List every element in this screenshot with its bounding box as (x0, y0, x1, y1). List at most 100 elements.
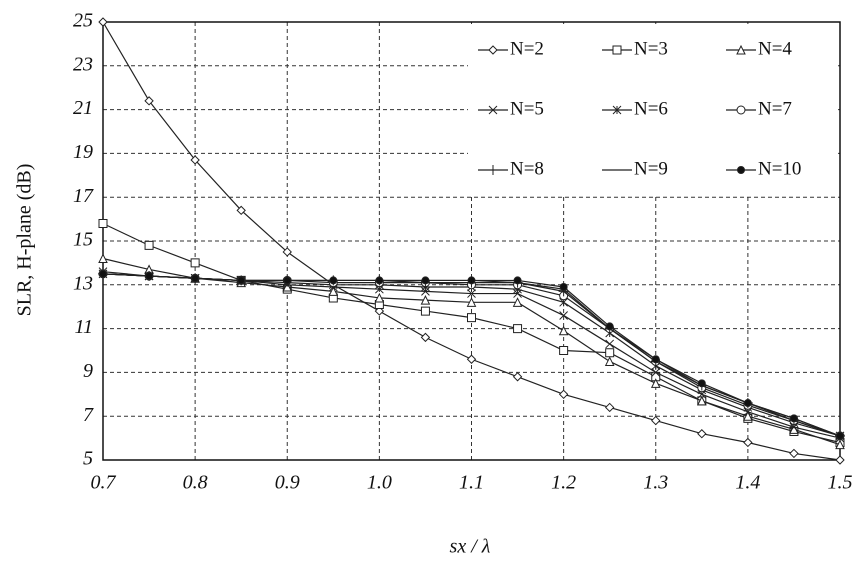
legend-item: N=4 (726, 38, 792, 59)
marker (650, 378, 661, 388)
marker (375, 276, 384, 285)
marker (328, 286, 339, 296)
plot-border (102, 21, 841, 461)
y-tick-label: 19 (73, 141, 93, 163)
marker (651, 368, 661, 377)
marker (743, 411, 753, 421)
y-tick-label: 9 (83, 360, 93, 382)
y-tick-label: 25 (73, 10, 93, 32)
marker (144, 240, 154, 250)
marker (512, 372, 523, 382)
marker (697, 379, 706, 388)
legend-label: N=2 (510, 38, 544, 59)
marker (605, 348, 615, 358)
marker (420, 332, 431, 343)
marker (466, 297, 477, 307)
marker (283, 276, 292, 285)
legend-label: N=4 (758, 38, 792, 59)
x-tick-label: 1.2 (551, 472, 576, 494)
legend-item: N=10 (726, 158, 801, 179)
marker (98, 17, 108, 27)
marker (190, 155, 200, 165)
marker (697, 429, 707, 439)
marker (467, 289, 476, 298)
marker (558, 389, 569, 400)
marker (191, 274, 200, 283)
marker (99, 269, 108, 278)
marker (513, 324, 523, 334)
x-tick-label: 1.3 (643, 472, 668, 494)
marker (697, 389, 707, 399)
legend-label: N=9 (634, 158, 668, 179)
y-tick-label: 15 (73, 229, 93, 251)
legend-marker (488, 45, 498, 55)
marker (651, 415, 661, 426)
legend-marker (737, 166, 746, 174)
x-tick-label: 1.1 (459, 472, 484, 494)
legend-item: N=3 (602, 38, 668, 59)
marker (421, 287, 430, 296)
y-tick-label: 5 (83, 448, 93, 470)
x-axis-label: sx / λ (450, 536, 491, 558)
legend-item: N=6 (602, 98, 668, 119)
legend-item: N=2 (478, 38, 544, 59)
marker (604, 356, 615, 366)
marker (559, 311, 568, 320)
marker (512, 297, 523, 307)
legend-item: N=8 (478, 158, 544, 179)
legend-marker (736, 44, 746, 55)
marker (98, 218, 108, 228)
marker (513, 276, 522, 285)
marker (236, 205, 246, 216)
y-tick-label: 17 (73, 185, 94, 207)
marker (421, 276, 430, 285)
marker (420, 295, 431, 305)
x-tick-label: 0.8 (183, 472, 208, 494)
marker (743, 407, 753, 417)
marker (789, 422, 799, 432)
marker (835, 455, 845, 465)
marker (743, 399, 752, 408)
legend-label: N=7 (758, 98, 792, 119)
legend-label: N=6 (634, 98, 668, 119)
marker (145, 272, 154, 281)
legend-item: N=7 (726, 98, 792, 119)
marker (559, 282, 568, 291)
marker (374, 306, 385, 316)
legend-marker (488, 105, 498, 115)
legend-label: N=3 (634, 38, 668, 59)
x-tick-label: 1.0 (367, 472, 392, 494)
y-tick-label: 21 (73, 97, 93, 119)
legend-box (468, 24, 838, 196)
marker (651, 355, 660, 364)
legend-marker (488, 165, 498, 175)
marker (282, 247, 292, 257)
x-tick-label: 1.4 (735, 472, 760, 494)
legend-marker (612, 105, 622, 115)
marker (329, 276, 338, 285)
marker (374, 292, 385, 303)
marker (467, 313, 476, 323)
marker (697, 395, 707, 406)
marker (789, 448, 799, 459)
y-tick-label: 7 (83, 404, 94, 426)
marker (375, 284, 384, 294)
marker (237, 276, 246, 285)
legend-marker (736, 105, 746, 115)
marker (835, 439, 845, 450)
marker (789, 414, 798, 423)
marker (466, 354, 477, 364)
marker (513, 289, 522, 298)
y-tick-label: 13 (73, 272, 93, 294)
marker (144, 96, 154, 106)
legend-label: N=5 (510, 98, 544, 119)
x-tick-label: 1.5 (828, 472, 853, 494)
marker (836, 431, 845, 440)
marker (605, 339, 615, 349)
marker (559, 346, 569, 355)
y-tick-label: 23 (73, 53, 93, 75)
marker (605, 322, 614, 331)
marker (743, 437, 753, 448)
x-tick-label: 0.7 (91, 472, 117, 494)
